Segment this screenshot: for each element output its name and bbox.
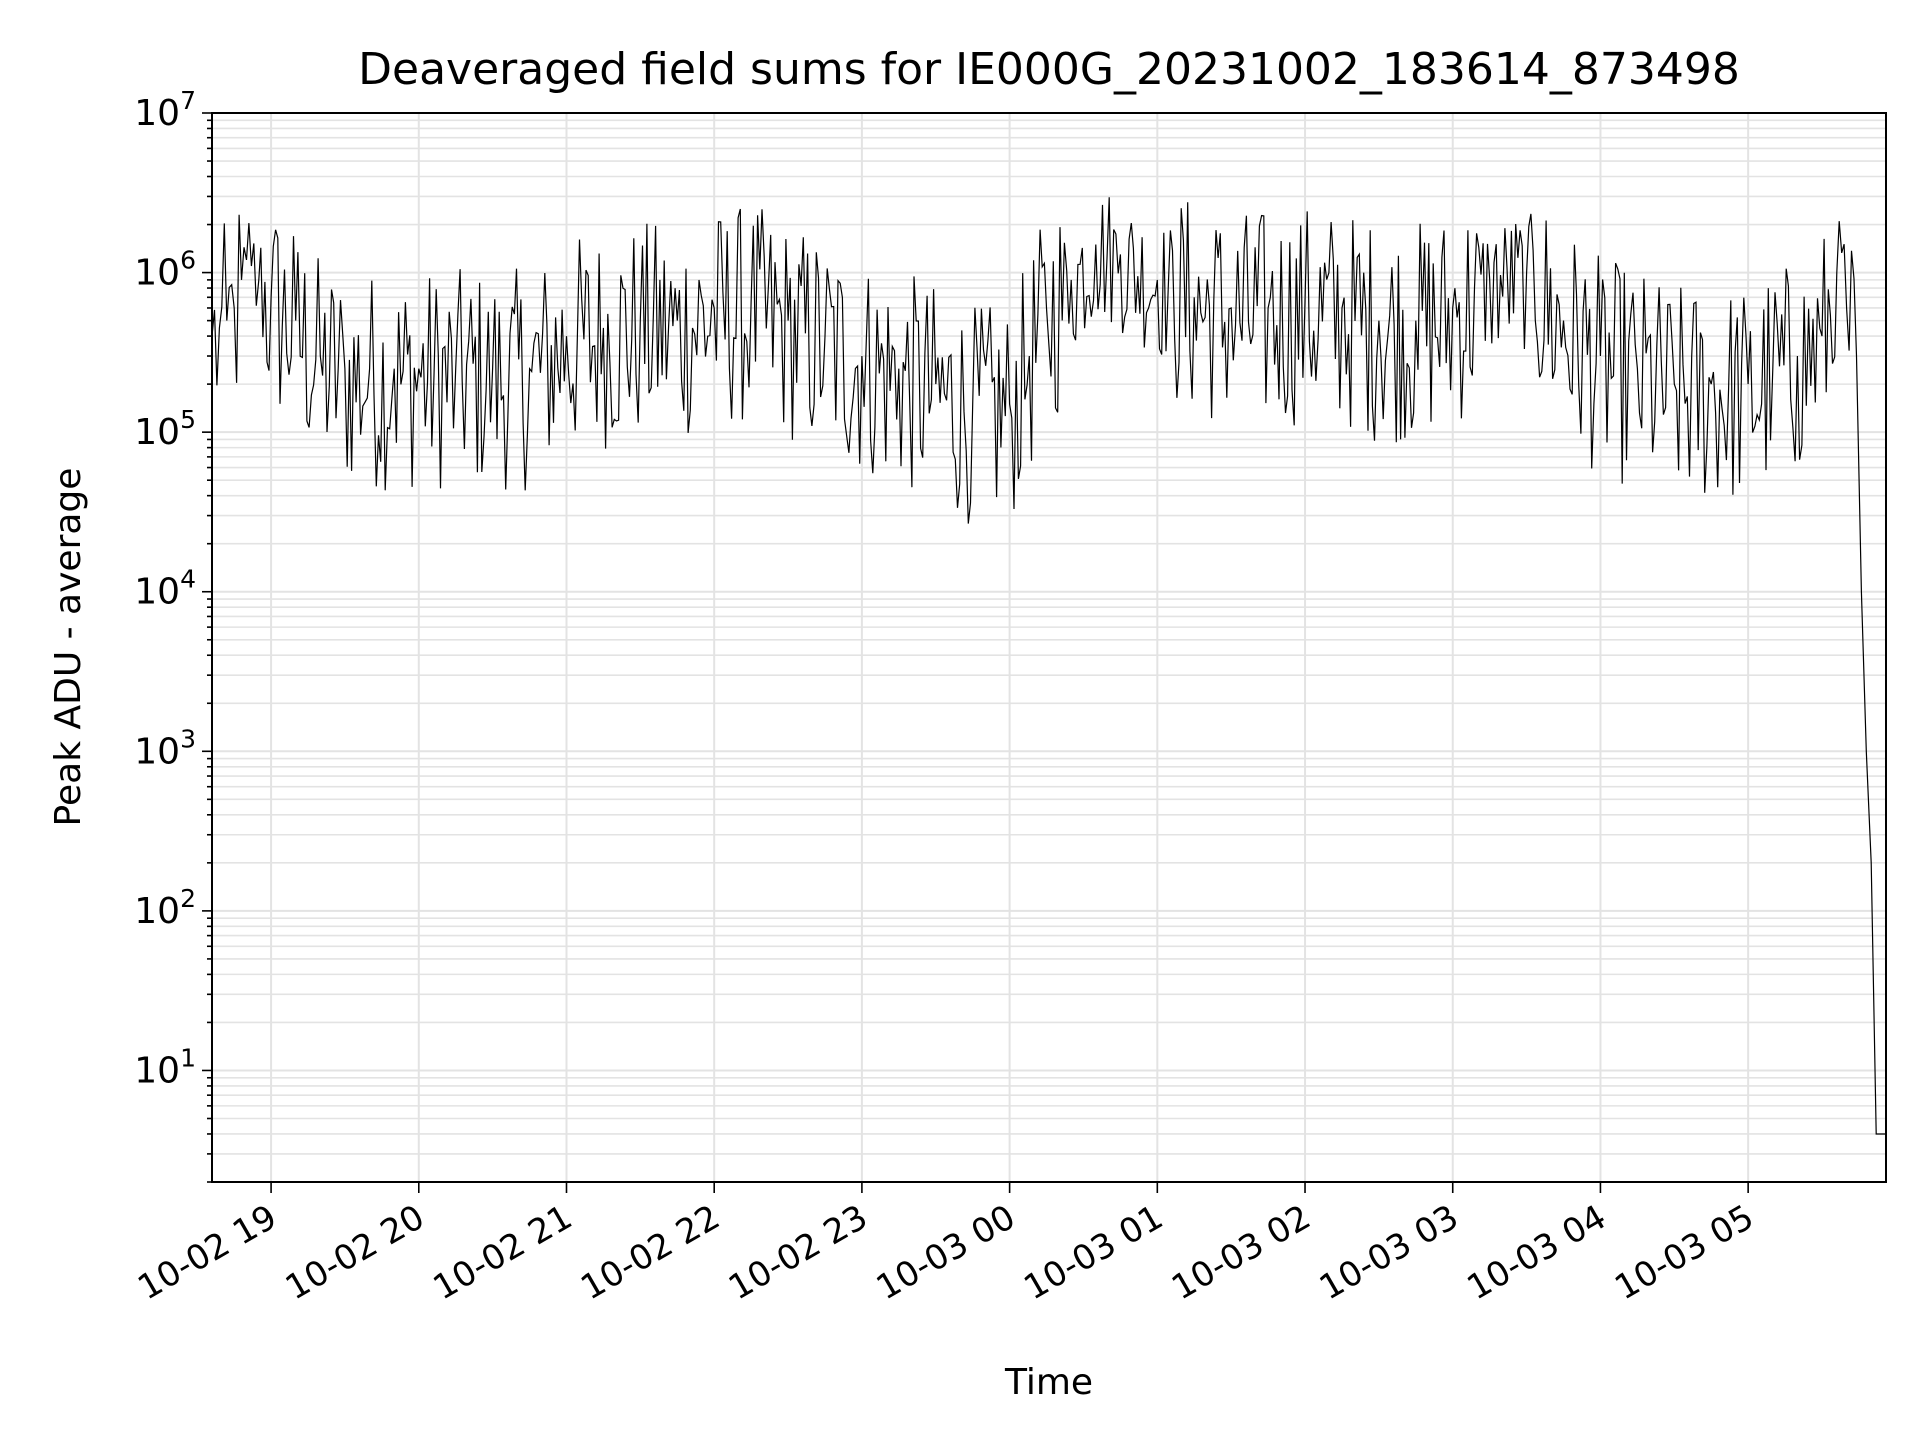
y-tick-label: 103 [134,724,196,772]
y-tick-label: 107 [134,86,196,134]
y-tick-label: 106 [134,246,196,294]
y-tick-label: 101 [134,1043,196,1091]
series-line [211,197,1886,1135]
y-tick-label: 102 [134,884,196,932]
grid [212,112,1886,1183]
y-axis: 101 102 103 104 105 106 107 [134,86,212,1183]
y-tick-label: 105 [134,405,196,453]
x-axis-label: Time [1004,1362,1093,1403]
chart-title: Deaveraged field sums for IE000G_2023100… [358,44,1740,95]
y-tick-label: 104 [134,565,196,613]
y-axis-label: Peak ADU - average [48,468,89,827]
plot-frame [211,112,1887,1183]
